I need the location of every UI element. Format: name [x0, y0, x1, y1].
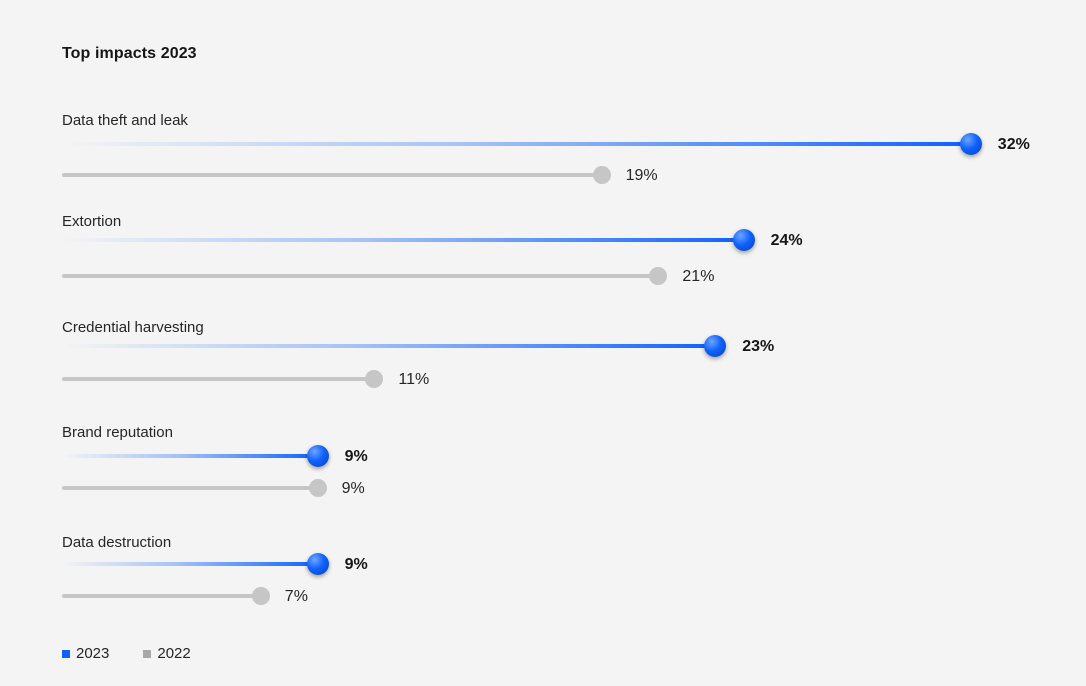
legend-item-2022: 2022: [143, 645, 191, 662]
value-label-2022-data-destruction: 7%: [284, 588, 308, 605]
category-label-extortion: Extortion: [62, 213, 122, 230]
chart-title: Top impacts 2023: [62, 45, 197, 62]
legend-label-2022: 2022: [157, 645, 191, 662]
legend-item-2023: 2023: [62, 645, 109, 662]
marker-2022-brand-reputation: [308, 479, 327, 497]
bar-2023-extortion: [62, 238, 744, 242]
value-label-2022-extortion: 21%: [682, 268, 715, 285]
marker-2022-extortion: [649, 267, 668, 285]
value-label-2022-data-theft-and-leak: 19%: [625, 167, 658, 184]
marker-2023-extortion: [732, 229, 755, 251]
legend-swatch-2023: [62, 649, 70, 658]
bar-2023-credential-harvesting: [62, 344, 716, 348]
marker-2023-data-destruction: [306, 553, 329, 575]
bar-2022-data-theft-and-leak: [62, 173, 602, 177]
bar-2022-data-destruction: [62, 594, 261, 598]
value-label-2022-brand-reputation: 9%: [341, 480, 365, 497]
value-label-2022-credential-harvesting: 11%: [398, 371, 430, 388]
marker-2022-data-destruction: [251, 587, 270, 605]
legend-label-2023: 2023: [76, 645, 110, 662]
value-label-2023-data-theft-and-leak: 32%: [997, 136, 1030, 153]
category-label-data-destruction: Data destruction: [62, 534, 172, 551]
category-label-brand-reputation: Brand reputation: [62, 424, 173, 441]
bar-2022-brand-reputation: [62, 486, 318, 490]
value-label-2023-brand-reputation: 9%: [344, 448, 368, 465]
marker-2022-data-theft-and-leak: [592, 166, 611, 184]
bar-2022-credential-harvesting: [62, 377, 375, 381]
bar-2023-brand-reputation: [62, 454, 318, 458]
marker-2022-credential-harvesting: [365, 370, 384, 388]
category-label-credential-harvesting: Credential harvesting: [62, 319, 204, 336]
legend: 2023 2022: [62, 645, 191, 662]
category-label-data-theft-and-leak: Data theft and leak: [62, 112, 188, 129]
value-label-2023-credential-harvesting: 23%: [742, 338, 775, 355]
marker-2023-brand-reputation: [306, 445, 329, 467]
marker-2023-credential-harvesting: [704, 335, 727, 357]
bar-2023-data-theft-and-leak: [62, 142, 971, 146]
value-label-2023-data-destruction: 9%: [344, 556, 368, 573]
bar-2022-extortion: [62, 274, 659, 278]
marker-2023-data-theft-and-leak: [959, 133, 982, 155]
bar-2023-data-destruction: [62, 562, 318, 566]
legend-swatch-2022: [143, 649, 152, 658]
value-label-2023-extortion: 24%: [770, 232, 803, 249]
